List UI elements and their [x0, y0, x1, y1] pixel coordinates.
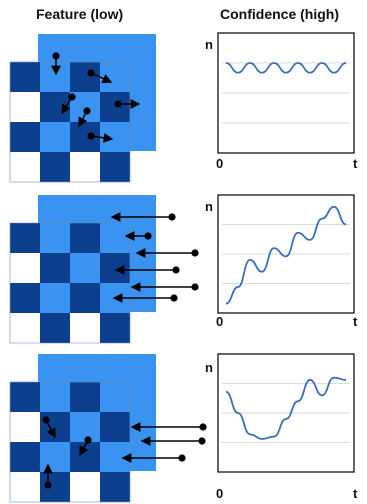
grid-cell [40, 412, 70, 442]
arrow [43, 463, 53, 489]
grid-cell [70, 382, 100, 412]
grid-cell [10, 62, 40, 92]
grid-cell [40, 223, 70, 253]
top-x-origin-label: 0 [216, 156, 224, 171]
grid-cell [70, 313, 100, 343]
arrow-line [79, 439, 89, 457]
grid-cell [100, 442, 130, 472]
arrow [78, 107, 91, 128]
grid-cell [100, 313, 130, 343]
grid-cell [10, 382, 40, 412]
grid-cell [40, 122, 70, 152]
grid-cell [100, 412, 130, 442]
grid-cell [40, 283, 70, 313]
grid-cell [70, 253, 100, 283]
top-confidence-line [225, 62, 347, 74]
grid-cell [100, 253, 130, 283]
grid-cell [10, 472, 40, 502]
arrow [114, 265, 180, 275]
grid-cell [70, 62, 100, 92]
grid-cell [40, 253, 70, 283]
arrow [130, 282, 199, 292]
grid-cell [100, 122, 130, 152]
arrow [112, 293, 178, 303]
arrow [87, 69, 113, 84]
grid-cell [40, 472, 70, 502]
arrow-line [61, 96, 73, 115]
middle-y-axis-label: n [205, 199, 213, 214]
grid-cell [70, 472, 100, 502]
grid-cell [10, 283, 40, 313]
bottom-confidence-line [225, 376, 347, 440]
grid-cell [40, 442, 70, 472]
arrow [124, 231, 152, 241]
grid-outline [9, 381, 131, 503]
grid-cell [40, 313, 70, 343]
grid-cell [70, 223, 100, 253]
grid-cell [10, 223, 40, 253]
arrow [121, 453, 186, 463]
grid-cell [10, 92, 40, 122]
arrow [135, 248, 199, 258]
arrow [130, 422, 207, 432]
arrow-line [78, 110, 88, 128]
grid-cell [10, 442, 40, 472]
grid-cell [100, 223, 130, 253]
top-panel [9, 32, 355, 183]
middle-panel [9, 194, 355, 344]
bottom-panel [9, 353, 355, 503]
arrow-line [45, 419, 56, 439]
grid-cell [70, 412, 100, 442]
header-confidence-high: Confidence (high) [220, 6, 339, 22]
grid-outline [9, 61, 131, 183]
top-x-end-label: t [353, 156, 358, 171]
arrow [42, 416, 56, 439]
grid-cell [40, 382, 70, 412]
arrow [110, 212, 176, 222]
grid-cell [70, 152, 100, 182]
middle-x-origin-label: 0 [216, 314, 224, 329]
middle-x-end-label: t [353, 314, 358, 329]
arrow-line [90, 72, 113, 84]
arrow [79, 436, 92, 457]
grid-cell [40, 62, 70, 92]
grid-outline [9, 222, 131, 344]
arrow-line [90, 132, 114, 143]
bottom-x-origin-label: 0 [216, 486, 224, 501]
grid-cell [10, 152, 40, 182]
grid-cell [70, 283, 100, 313]
arrow [87, 132, 114, 143]
grid-cell [10, 412, 40, 442]
middle-confidence-line [225, 205, 347, 305]
header-feature-low: Feature (low) [36, 6, 124, 22]
bottom-x-end-label: t [353, 486, 358, 501]
arrow [114, 99, 141, 109]
grid-cell [40, 152, 70, 182]
top-y-axis-label: n [205, 37, 213, 52]
grid-cell [100, 152, 130, 182]
arrow [140, 436, 206, 446]
grid-cell [100, 382, 130, 412]
grid-cell [10, 253, 40, 283]
arrow [61, 93, 76, 115]
grid-cell [10, 122, 40, 152]
grid-cell [10, 313, 40, 343]
arrow [51, 52, 61, 76]
bottom-y-axis-label: n [205, 360, 213, 375]
grid-cell [100, 62, 130, 92]
grid-cell [100, 472, 130, 502]
grid-cell [100, 92, 130, 122]
